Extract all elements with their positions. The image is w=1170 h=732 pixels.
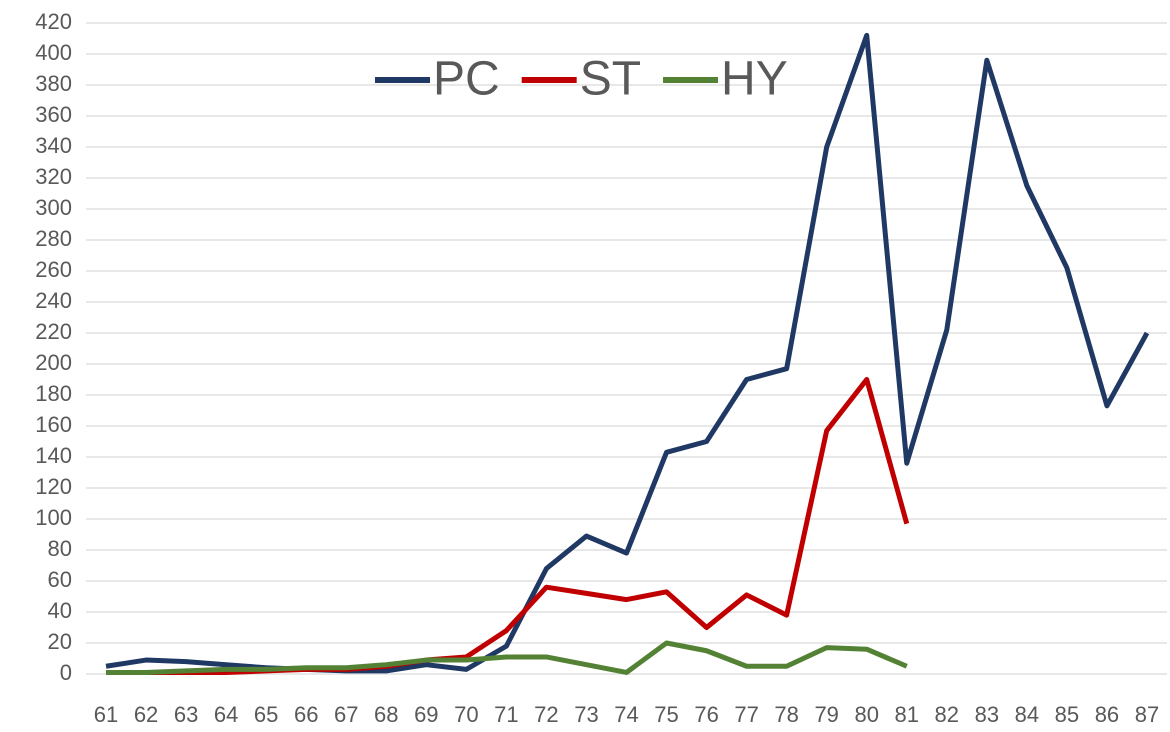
y-tick-label: 160 [35, 412, 72, 437]
x-tick-label: 73 [574, 702, 598, 727]
x-tick-label: 77 [734, 702, 758, 727]
series-line [105, 32, 1150, 674]
x-tick-label: 85 [1055, 702, 1079, 727]
x-tick-label: 62 [134, 702, 158, 727]
x-tick-label: 61 [94, 702, 118, 727]
y-tick-label: 60 [48, 567, 72, 592]
x-tick-label: 76 [694, 702, 718, 727]
y-tick-label: 340 [35, 133, 72, 158]
x-tick-label: 72 [534, 702, 558, 727]
x-tick-label: 81 [895, 702, 919, 727]
x-tick-label: 66 [294, 702, 318, 727]
x-tick-label: 84 [1015, 702, 1039, 727]
y-tick-label: 40 [48, 598, 72, 623]
x-tick-label: 74 [614, 702, 638, 727]
y-tick-label: 420 [35, 9, 72, 34]
x-tick-label: 71 [494, 702, 518, 727]
x-tick-label: 64 [214, 702, 238, 727]
x-tick-label: 86 [1095, 702, 1119, 727]
y-tick-label: 240 [35, 288, 72, 313]
x-tick-label: 67 [334, 702, 358, 727]
y-tick-label: 360 [35, 102, 72, 127]
x-tick-label: 69 [414, 702, 438, 727]
y-tick-label: 200 [35, 350, 72, 375]
x-tick-label: 65 [254, 702, 278, 727]
y-tick-label: 400 [35, 40, 72, 65]
y-tick-label: 100 [35, 505, 72, 530]
x-tick-label: 87 [1135, 702, 1159, 727]
x-tick-label: 79 [814, 702, 838, 727]
x-tick-label: 82 [935, 702, 959, 727]
x-tick-label: 70 [454, 702, 478, 727]
x-tick-label: 75 [654, 702, 678, 727]
y-tick-label: 300 [35, 195, 72, 220]
legend-label: PC [433, 53, 500, 106]
series-line [106, 640, 908, 675]
legend-label: ST [580, 53, 641, 106]
y-tick-label: 20 [48, 629, 72, 654]
legend-label: HY [721, 53, 788, 106]
x-tick-label: 63 [174, 702, 198, 727]
x-tick-label: 78 [774, 702, 798, 727]
y-tick-label: 280 [35, 226, 72, 251]
x-tick-label: 68 [374, 702, 398, 727]
x-tick-label: 80 [854, 702, 878, 727]
y-tick-label: 320 [35, 164, 72, 189]
y-tick-label: 380 [35, 71, 72, 96]
y-tick-label: 140 [35, 443, 72, 468]
y-tick-label: 260 [35, 257, 72, 282]
y-tick-label: 220 [35, 319, 72, 344]
y-tick-label: 0 [60, 660, 72, 685]
y-tick-label: 120 [35, 474, 72, 499]
y-tick-label: 180 [35, 381, 72, 406]
y-tick-label: 80 [48, 536, 72, 561]
x-tick-label: 83 [975, 702, 999, 727]
series-line [106, 377, 910, 675]
